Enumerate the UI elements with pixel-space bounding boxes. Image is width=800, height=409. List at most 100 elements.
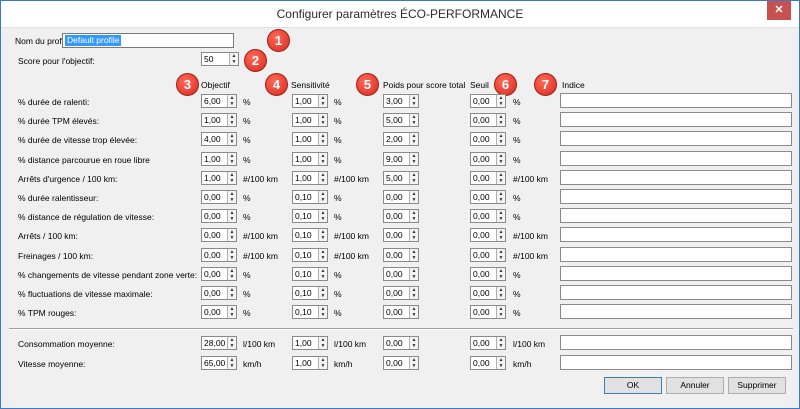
delete-button[interactable]: Supprimer — [728, 377, 786, 394]
sensitivite-spinner-arrows[interactable]: ▲ ▼ — [318, 229, 327, 242]
poids-spinner[interactable]: 2,00 ▲ ▼ — [383, 132, 419, 147]
objectif-spinner-arrows[interactable]: ▲ ▼ — [227, 337, 236, 349]
seuil-spinner-arrows[interactable]: ▲ ▼ — [496, 306, 505, 319]
sensitivite-spinner[interactable]: 0,10 ▲ ▼ — [292, 209, 328, 224]
seuil-spinner-arrows[interactable]: ▲ ▼ — [496, 229, 505, 242]
poids-spinner[interactable]: 0,00 ▲ ▼ — [383, 266, 419, 281]
sensitivite-spinner[interactable]: 0,10 ▲ ▼ — [292, 305, 328, 320]
sensitivite-spinner-arrows[interactable]: ▲ ▼ — [318, 114, 327, 127]
sensitivite-spinner[interactable]: 1,00 ▲ ▼ — [292, 151, 328, 166]
objectif-spinner-arrows[interactable]: ▲ ▼ — [227, 171, 236, 184]
sensitivite-spinner[interactable]: 1,00 ▲ ▼ — [292, 132, 328, 147]
poids-spinner[interactable]: 0,00 ▲ ▼ — [383, 228, 419, 243]
objectif-spinner[interactable]: 0,00 ▲ ▼ — [201, 228, 237, 243]
sensitivite-spinner-arrows[interactable]: ▲ ▼ — [318, 191, 327, 203]
poids-spinner-arrows[interactable]: ▲ ▼ — [409, 210, 418, 223]
sensitivite-spinner[interactable]: 0,10 ▲ ▼ — [292, 228, 328, 243]
objectif-spinner-arrows[interactable]: ▲ ▼ — [227, 306, 236, 319]
sensitivite-spinner[interactable]: 1,00 ▲ ▼ — [292, 170, 328, 185]
objectif-spinner-arrows[interactable]: ▲ ▼ — [227, 267, 236, 280]
seuil-spinner-arrows[interactable]: ▲ ▼ — [496, 152, 505, 165]
sensitivite-spinner-arrows[interactable]: ▲ ▼ — [318, 337, 327, 349]
seuil-spinner[interactable]: 0,00 ▲ ▼ — [470, 113, 506, 128]
objectif-spinner-arrows[interactable]: ▲ ▼ — [227, 152, 236, 165]
poids-spinner[interactable]: 3,00 ▲ ▼ — [383, 94, 419, 108]
seuil-spinner[interactable]: 0,00 ▲ ▼ — [470, 132, 506, 147]
poids-spinner[interactable]: 0,00 ▲ ▼ — [383, 305, 419, 320]
seuil-spinner-arrows[interactable]: ▲ ▼ — [496, 267, 505, 280]
poids-spinner[interactable]: 0,00 ▲ ▼ — [383, 336, 419, 350]
indice-input[interactable] — [560, 246, 792, 262]
poids-spinner[interactable]: 0,00 ▲ ▼ — [383, 247, 419, 262]
poids-spinner-arrows[interactable]: ▲ ▼ — [409, 229, 418, 242]
sensitivite-spinner[interactable]: 1,00 ▲ ▼ — [292, 355, 328, 370]
objectif-spinner[interactable]: 65,00 ▲ ▼ — [201, 355, 237, 370]
poids-spinner[interactable]: 0,00 ▲ ▼ — [383, 286, 419, 300]
indice-input[interactable] — [560, 208, 792, 224]
objectif-spinner[interactable]: 1,00 ▲ ▼ — [201, 113, 237, 128]
seuil-spinner-arrows[interactable]: ▲ ▼ — [496, 114, 505, 127]
cancel-button[interactable]: Annuler — [666, 377, 724, 394]
indice-input[interactable] — [560, 304, 792, 320]
sensitivite-spinner[interactable]: 0,10 ▲ ▼ — [292, 286, 328, 300]
seuil-spinner[interactable]: 0,00 ▲ ▼ — [470, 286, 506, 300]
indice-input[interactable] — [560, 169, 792, 185]
poids-spinner[interactable]: 0,00 ▲ ▼ — [383, 355, 419, 370]
sensitivite-spinner[interactable]: 0,10 ▲ ▼ — [292, 190, 328, 204]
objectif-spinner[interactable]: 28,00 ▲ ▼ — [201, 336, 237, 350]
objectif-spinner[interactable]: 0,00 ▲ ▼ — [201, 209, 237, 224]
seuil-spinner[interactable]: 0,00 ▲ ▼ — [470, 170, 506, 185]
sensitivite-spinner[interactable]: 1,00 ▲ ▼ — [292, 113, 328, 128]
indice-input[interactable] — [560, 189, 792, 204]
seuil-spinner-arrows[interactable]: ▲ ▼ — [496, 171, 505, 184]
objectif-spinner[interactable]: 0,00 ▲ ▼ — [201, 305, 237, 320]
objectif-spinner-arrows[interactable]: ▲ ▼ — [227, 133, 236, 146]
seuil-spinner[interactable]: 0,00 ▲ ▼ — [470, 228, 506, 243]
objectif-spinner-arrows[interactable]: ▲ ▼ — [227, 356, 236, 369]
indice-input[interactable] — [560, 150, 792, 166]
profile-name-input[interactable]: Default profile — [62, 33, 234, 48]
poids-spinner-arrows[interactable]: ▲ ▼ — [409, 287, 418, 299]
poids-spinner[interactable]: 5,00 ▲ ▼ — [383, 170, 419, 185]
objectif-spinner-arrows[interactable]: ▲ ▼ — [227, 287, 236, 299]
indice-input[interactable] — [560, 112, 792, 128]
sensitivite-spinner-arrows[interactable]: ▲ ▼ — [318, 210, 327, 223]
seuil-spinner-arrows[interactable]: ▲ ▼ — [496, 248, 505, 261]
poids-spinner-arrows[interactable]: ▲ ▼ — [409, 191, 418, 203]
poids-spinner-arrows[interactable]: ▲ ▼ — [409, 114, 418, 127]
poids-spinner[interactable]: 5,00 ▲ ▼ — [383, 113, 419, 128]
objectif-spinner[interactable]: 0,00 ▲ ▼ — [201, 286, 237, 300]
sensitivite-spinner-arrows[interactable]: ▲ ▼ — [318, 152, 327, 165]
sensitivite-spinner-arrows[interactable]: ▲ ▼ — [318, 356, 327, 369]
ok-button[interactable]: OK — [604, 377, 662, 394]
poids-spinner-arrows[interactable]: ▲ ▼ — [409, 95, 418, 107]
sensitivite-spinner[interactable]: 0,10 ▲ ▼ — [292, 266, 328, 281]
indice-input[interactable] — [560, 93, 792, 108]
objectif-spinner[interactable]: 0,00 ▲ ▼ — [201, 190, 237, 204]
poids-spinner[interactable]: 9,00 ▲ ▼ — [383, 151, 419, 166]
indice-input[interactable] — [560, 335, 792, 350]
objectif-spinner[interactable]: 1,00 ▲ ▼ — [201, 151, 237, 166]
poids-spinner[interactable]: 0,00 ▲ ▼ — [383, 209, 419, 224]
poids-spinner-arrows[interactable]: ▲ ▼ — [409, 337, 418, 349]
objectif-spinner-arrows[interactable]: ▲ ▼ — [227, 229, 236, 242]
poids-spinner-arrows[interactable]: ▲ ▼ — [409, 306, 418, 319]
seuil-spinner-arrows[interactable]: ▲ ▼ — [496, 356, 505, 369]
sensitivite-spinner-arrows[interactable]: ▲ ▼ — [318, 287, 327, 299]
objectif-spinner[interactable]: 6,00 ▲ ▼ — [201, 94, 237, 108]
seuil-spinner-arrows[interactable]: ▲ ▼ — [496, 191, 505, 203]
seuil-spinner[interactable]: 0,00 ▲ ▼ — [470, 266, 506, 281]
score-spin-arrows[interactable]: ▲ ▼ — [229, 53, 238, 65]
objectif-spinner-arrows[interactable]: ▲ ▼ — [227, 210, 236, 223]
indice-input[interactable] — [560, 265, 792, 281]
poids-spinner-arrows[interactable]: ▲ ▼ — [409, 133, 418, 146]
sensitivite-spinner-arrows[interactable]: ▲ ▼ — [318, 267, 327, 280]
seuil-spinner[interactable]: 0,00 ▲ ▼ — [470, 151, 506, 166]
sensitivite-spinner[interactable]: 1,00 ▲ ▼ — [292, 336, 328, 350]
objectif-spinner-arrows[interactable]: ▲ ▼ — [227, 114, 236, 127]
poids-spinner-arrows[interactable]: ▲ ▼ — [409, 267, 418, 280]
seuil-spinner-arrows[interactable]: ▲ ▼ — [496, 133, 505, 146]
objectif-spinner[interactable]: 1,00 ▲ ▼ — [201, 170, 237, 185]
objectif-spinner-arrows[interactable]: ▲ ▼ — [227, 95, 236, 107]
poids-spinner[interactable]: 0,00 ▲ ▼ — [383, 190, 419, 204]
